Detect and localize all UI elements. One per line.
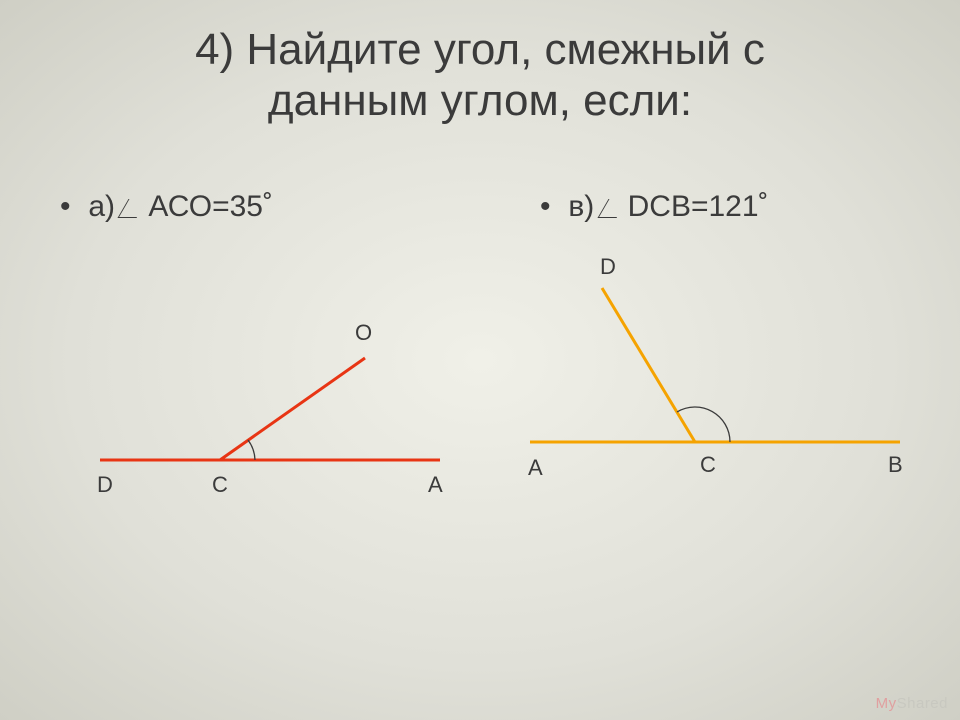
ray-CD: [602, 288, 695, 442]
bullet-marker: •: [540, 190, 560, 224]
bullet-left-prefix: а): [88, 190, 115, 223]
bullet-right-text: DCB=121˚: [628, 190, 769, 223]
label-B-right: B: [888, 452, 903, 478]
title-line-2: данным углом, если:: [268, 76, 692, 125]
angle-icon: [118, 199, 148, 218]
bullet-right-prefix: в): [568, 190, 594, 223]
watermark-shared: Shared: [897, 695, 948, 712]
bullet-marker: •: [60, 190, 80, 224]
diagram-left: [100, 358, 440, 460]
bullets-row: • а) АСО=35˚ • в) DCB=121˚: [0, 190, 960, 224]
label-C-left: C: [212, 472, 228, 498]
bullet-left: • а) АСО=35˚: [0, 190, 480, 224]
diagram-right: [530, 288, 900, 442]
label-A-right: A: [528, 455, 543, 481]
bullet-right: • в) DCB=121˚: [480, 190, 960, 224]
watermark: MyShared: [876, 695, 948, 712]
slide: 4) Найдите угол, смежный с данным углом,…: [0, 0, 960, 720]
diagram-area: D C A O A C B D: [0, 250, 960, 650]
label-A-left: A: [428, 472, 443, 498]
bullet-left-text: АСО=35˚: [148, 190, 273, 223]
label-C-right: C: [700, 452, 716, 478]
angle-icon: [597, 199, 627, 218]
label-D-right: D: [600, 254, 616, 280]
ray-CO: [220, 358, 365, 460]
label-O-left: O: [355, 320, 372, 346]
diagrams-svg: [0, 250, 960, 650]
arc-ACO: [248, 440, 255, 460]
page-title: 4) Найдите угол, смежный с данным углом,…: [0, 25, 960, 126]
label-D-left: D: [97, 472, 113, 498]
title-line-1: 4) Найдите угол, смежный с: [195, 25, 765, 74]
watermark-my: My: [876, 695, 897, 712]
